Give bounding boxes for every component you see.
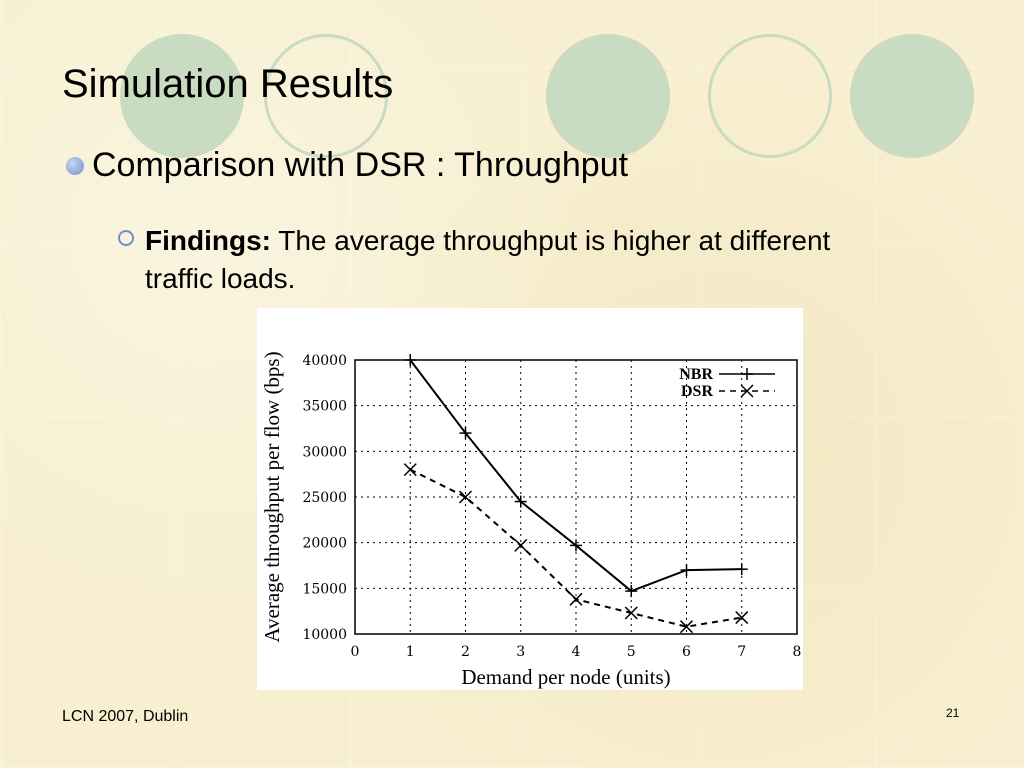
findings-text: The average throughput is higher at diff… — [145, 225, 831, 294]
x-tick-label: 8 — [793, 644, 802, 660]
decor-circle-5 — [850, 34, 974, 158]
findings-item: Findings: The average throughput is high… — [118, 222, 878, 298]
data-point-dsr — [569, 592, 583, 606]
y-tick-label: 25000 — [302, 490, 347, 506]
x-tick-label: 0 — [351, 644, 360, 660]
bullet-text: Comparison with DSR : Throughput — [92, 146, 629, 184]
throughput-chart: 0 1 2 3 4 5 6 7 8 10000 15000 20000 25000 30000 35000 4… — [257, 308, 803, 690]
plot-frame — [354, 359, 798, 635]
bullet-item: Comparison with DSR : Throughput — [66, 146, 628, 185]
x-axis-label: Demand per node (units) — [461, 665, 670, 689]
y-tick-label: 20000 — [302, 536, 347, 552]
x-tick-label: 4 — [572, 644, 581, 660]
y-tick-label: 35000 — [302, 399, 347, 415]
y-tick-label: 40000 — [302, 353, 347, 369]
chart-svg: 0 1 2 3 4 5 6 7 8 10000 15000 20000 25000 30000 35000 4… — [260, 351, 802, 689]
legend-marker-dsr — [740, 384, 754, 398]
x-tick-label: 2 — [461, 644, 470, 660]
x-tick-label: 6 — [682, 644, 691, 660]
data-point-dsr — [458, 490, 473, 504]
bullet-dot-icon — [66, 156, 84, 175]
slide-title: Simulation Results — [62, 62, 394, 106]
ring-bullet-icon — [118, 230, 134, 246]
data-point-dsr — [735, 611, 749, 625]
y-axis-label: Average throughput per flow (bps) — [260, 351, 284, 642]
y-tick-label: 30000 — [302, 444, 347, 460]
data-point-dsr — [514, 538, 528, 552]
decor-circle-4 — [708, 34, 832, 158]
legend-label-nbr: NBR — [679, 366, 713, 383]
footer-conference: LCN 2007, Dublin — [62, 708, 189, 725]
legend-label-dsr: DSR — [681, 383, 713, 400]
findings-text-block: Findings: The average throughput is high… — [145, 222, 878, 298]
data-point-dsr — [403, 463, 417, 477]
data-point-dsr — [679, 620, 694, 634]
x-tick-label: 5 — [627, 644, 636, 660]
x-tick-label: 7 — [737, 644, 746, 660]
y-tick-label: 15000 — [302, 581, 347, 597]
x-tick-label: 1 — [406, 644, 415, 660]
decor-circle-2 — [264, 34, 388, 158]
x-tick-label: 3 — [516, 644, 525, 660]
data-point-dsr — [624, 606, 638, 620]
decor-circle-1 — [120, 34, 244, 158]
findings-label: Findings: — [145, 225, 271, 256]
decor-circle-3 — [546, 34, 670, 158]
y-tick-label: 10000 — [302, 627, 347, 643]
slide-number: 21 — [946, 706, 960, 720]
